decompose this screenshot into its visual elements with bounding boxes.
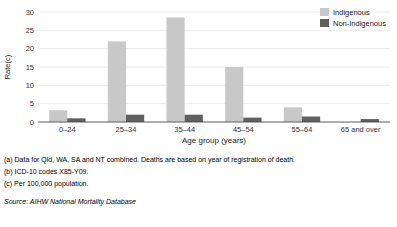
x-tick-label: 65 and over [341,125,381,134]
legend-label: Non-Indigenous [333,19,386,28]
x-tick-label: 45–54 [233,125,254,134]
legend-swatch [320,19,329,27]
bar [185,115,203,122]
grid-line [38,48,390,49]
x-axis-label: Age group (years) [182,136,246,145]
grid-line [38,103,390,104]
grid-line [38,30,390,31]
bar [284,107,302,122]
x-axis-line [38,122,390,123]
y-tick-label: 5 [30,99,34,108]
y-axis-label: Rate(c) [3,54,12,79]
y-tick-label: 0 [30,118,34,127]
y-tick-label: 30 [26,8,34,17]
legend-label: Indigenous [333,8,370,17]
footnote: (b) ICD-10 codes X85-Y09. [4,168,88,176]
footnote: (c) Per 100,000 population. [4,180,88,188]
y-axis: 0 5 10 15 20 25 30 [26,8,34,127]
legend-swatch [320,8,329,16]
bar [243,118,261,122]
footnote: (a) Data for Qld, WA, SA and NT combined… [4,156,295,164]
bar [108,41,126,122]
grid-line [38,85,390,86]
bar [67,118,85,122]
x-tick-label: 25–34 [116,125,137,134]
source-note: Source: AIHW National Mortality Database [4,198,136,206]
chart: 0 5 10 15 20 25 30 0–24 25–34 35–44 45–54 55–64 65 a… [0,0,397,227]
legend: Indigenous Non-Indigenous [320,8,386,28]
y-tick-label: 15 [26,63,34,72]
chart-container: 0 5 10 15 20 25 30 0–24 25–34 35–44 45–54 55–64 65 a… [0,0,397,227]
y-tick-label: 25 [26,26,34,35]
x-axis: 0–24 25–34 35–44 45–54 55–64 65 and over [38,122,390,134]
bar [302,117,320,123]
grid-line [38,67,390,68]
bar [225,67,243,122]
bar [361,119,379,122]
bar [49,110,67,122]
grid-line [38,122,390,123]
x-tick-label: 35–44 [174,125,195,134]
y-tick-label: 10 [26,81,34,90]
y-tick-label: 20 [26,44,34,53]
footnotes: (a) Data for Qld, WA, SA and NT combined… [4,156,295,206]
bar [126,115,144,122]
bars [49,18,379,123]
bar [166,18,184,123]
x-tick-label: 0–24 [59,125,76,134]
x-tick-label: 55–64 [292,125,313,134]
grid [38,12,390,122]
